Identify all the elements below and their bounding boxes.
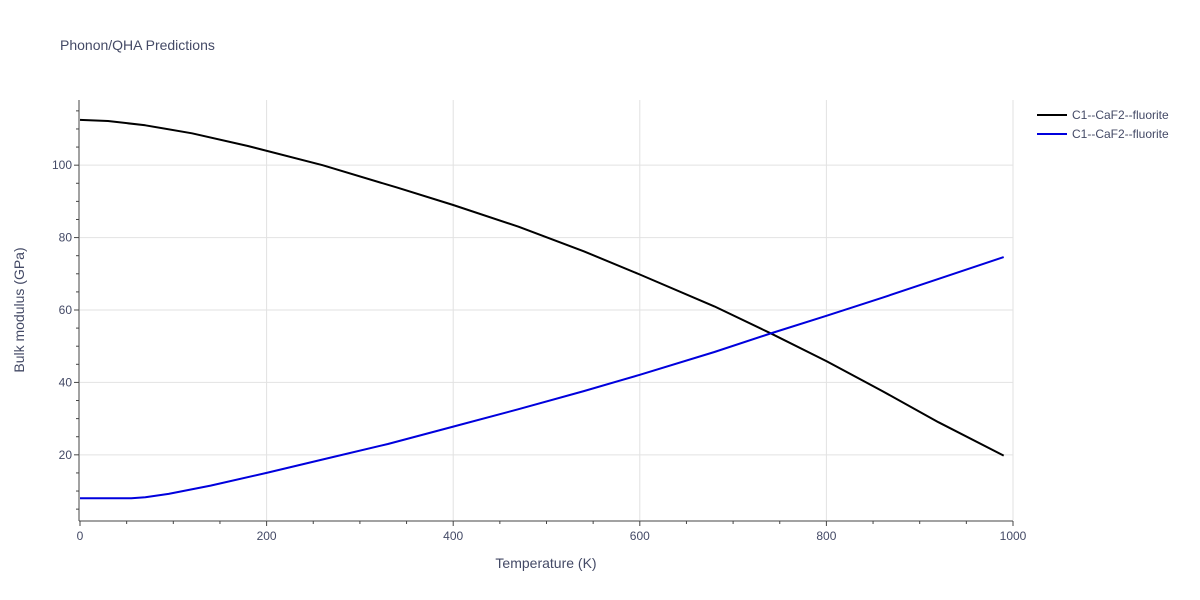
y-tick-label: 20: [59, 448, 73, 462]
gridlines: [80, 100, 1014, 520]
y-tick-label: 100: [52, 158, 72, 172]
x-axis-title: Temperature (K): [495, 555, 596, 571]
x-tick-label: 400: [443, 529, 463, 543]
legend-label: C1--CaF2--fluorite: [1072, 108, 1169, 122]
chart-title: Phonon/QHA Predictions: [60, 37, 215, 53]
x-tick-label: 200: [257, 529, 277, 543]
legend[interactable]: C1--CaF2--fluorite C1--CaF2--fluorite: [1037, 108, 1169, 141]
y-tick-label: 60: [59, 303, 73, 317]
plot-series: [79, 118, 1005, 500]
series-line-1: [79, 118, 1005, 457]
y-axis-ticks: 20 40 60 80 100: [52, 110, 79, 510]
x-tick-label: 0: [77, 529, 84, 543]
y-tick-label: 40: [59, 375, 73, 389]
legend-item-2[interactable]: C1--CaF2--fluorite: [1037, 127, 1169, 141]
legend-label: C1--CaF2--fluorite: [1072, 127, 1169, 141]
y-axis-title: Bulk modulus (GPa): [11, 247, 27, 372]
x-tick-label: 1000: [1000, 529, 1027, 543]
legend-item-1[interactable]: C1--CaF2--fluorite: [1037, 108, 1169, 122]
x-tick-label: 800: [816, 529, 836, 543]
y-tick-label: 80: [59, 231, 73, 245]
x-axis-ticks: 0 200 400 600 800 1000: [77, 521, 1027, 543]
series-line-2: [80, 256, 1005, 500]
x-tick-label: 600: [630, 529, 650, 543]
